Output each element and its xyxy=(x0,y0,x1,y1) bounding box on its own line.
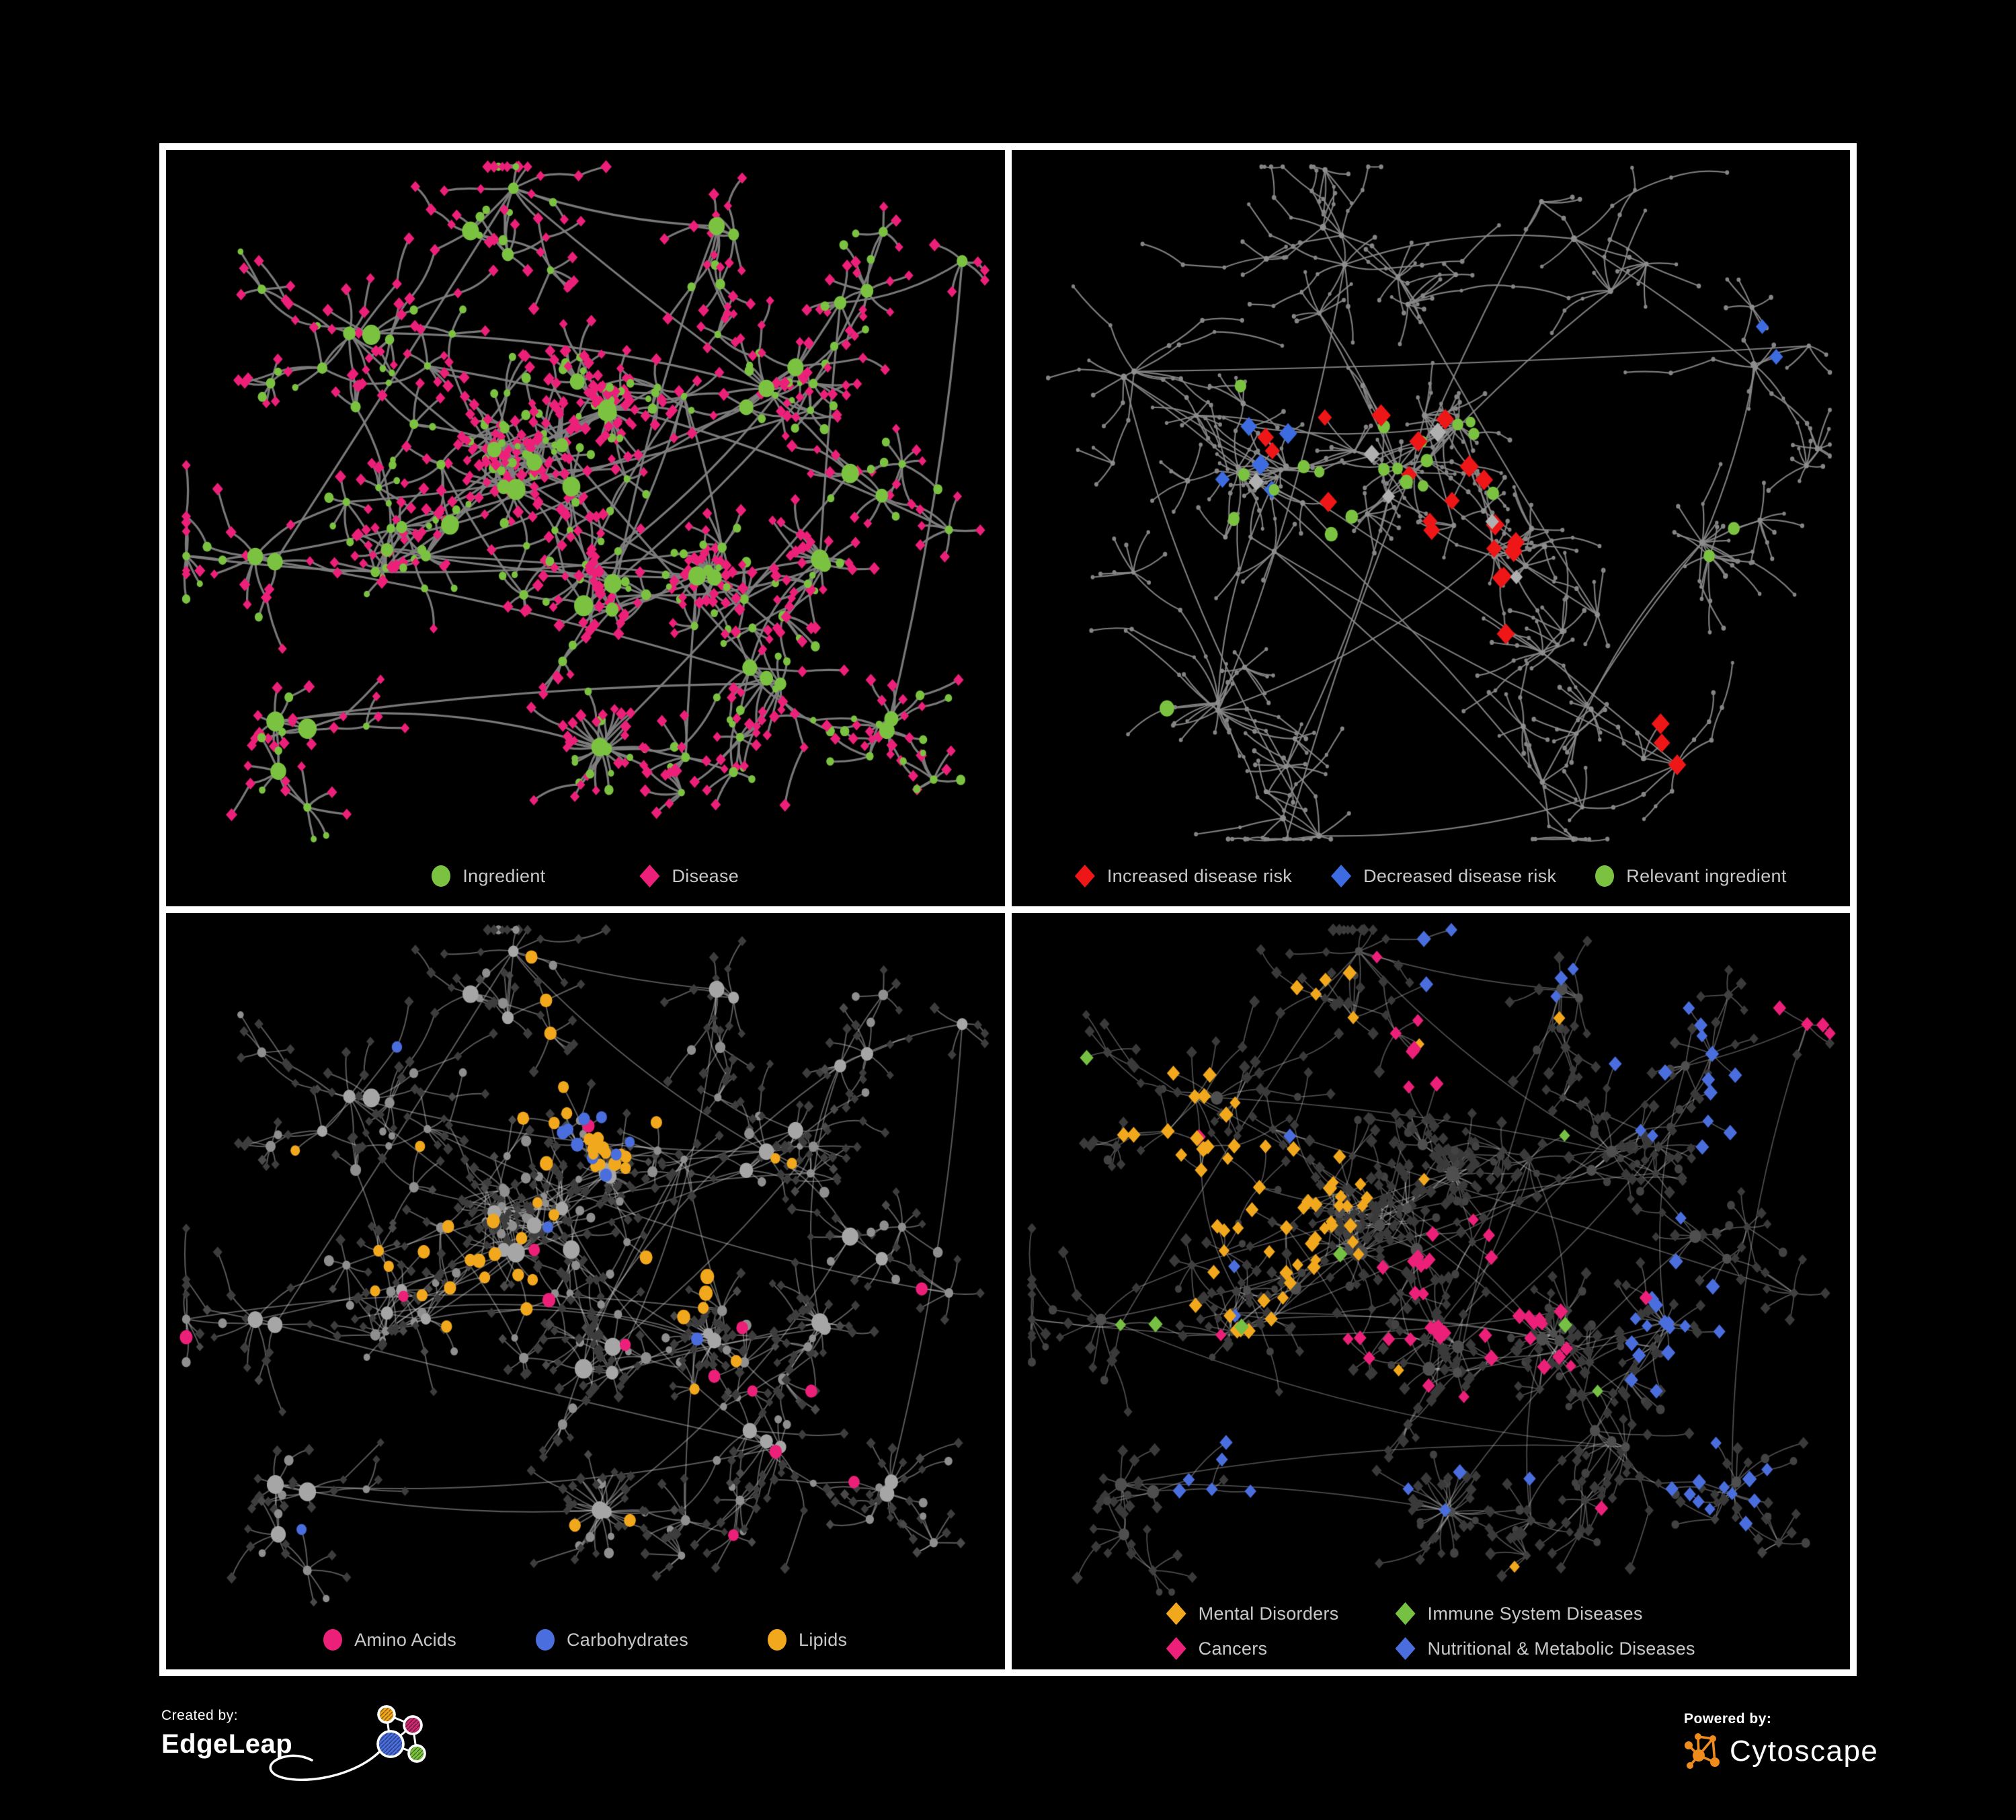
legend-label: Decreased disease risk xyxy=(1363,865,1557,886)
legend-item: Amino Acids xyxy=(323,1629,456,1651)
legend-label: Relevant ingredient xyxy=(1626,865,1787,886)
legend-label: Immune System Diseases xyxy=(1427,1603,1643,1624)
created-by-label: Created by: xyxy=(161,1708,239,1723)
panel-nutrient-classes: Amino Acids Carbohydrates Lipids xyxy=(166,913,1005,1669)
legend-item: Carbohydrates xyxy=(536,1629,688,1651)
network-canvas-disease-categories xyxy=(1011,913,1850,1669)
network-canvas-ingredient-disease xyxy=(166,150,1005,906)
legend-label: Ingredient xyxy=(462,865,546,886)
legend-label: Increased disease risk xyxy=(1106,865,1293,886)
cytoscape-logo-icon xyxy=(1685,1733,1720,1769)
legend-label: Amino Acids xyxy=(354,1629,456,1650)
edgeleap-brand-text: EdgeLeap xyxy=(161,1729,293,1759)
legend-item: Mental Disorders xyxy=(1166,1602,1339,1625)
legend-marker-diamond xyxy=(1395,1637,1416,1660)
legend-item: Cancers xyxy=(1166,1637,1339,1660)
powered-by-block: Powered by: xyxy=(1684,1711,1878,1772)
legend-nutrient-classes: Amino Acids Carbohydrates Lipids xyxy=(166,1629,1005,1651)
panel-grid: Ingredient Disease Increased disease risk… xyxy=(159,143,1857,1676)
powered-by-label: Powered by: xyxy=(1684,1711,1772,1727)
legend-item: Immune System Diseases xyxy=(1395,1602,1695,1625)
legend-item: Lipids xyxy=(768,1629,847,1651)
created-by-block: Created by: EdgeLeap xyxy=(161,1705,426,1782)
legend-item: Decreased disease risk xyxy=(1331,865,1556,887)
legend-marker-diamond xyxy=(1395,1602,1416,1625)
panel-ingredient-disease: Ingredient Disease xyxy=(166,150,1005,906)
legend-marker-circle xyxy=(1595,865,1615,887)
legend-marker-diamond xyxy=(1166,1602,1186,1625)
legend-item: Increased disease risk xyxy=(1074,865,1293,887)
legend-ingredient-disease: Ingredient Disease xyxy=(166,865,1005,887)
legend-item: Disease xyxy=(639,865,739,887)
legend-marker-circle xyxy=(768,1629,787,1651)
cytoscape-brand-text: Cytoscape xyxy=(1730,1735,1879,1768)
legend-label: Mental Disorders xyxy=(1198,1603,1339,1624)
legend-marker-circle xyxy=(432,865,451,887)
legend-marker-diamond xyxy=(639,865,660,887)
panel-disease-risk: Increased disease risk Decreased disease … xyxy=(1011,150,1851,906)
legend-item: Ingredient xyxy=(432,865,545,887)
legend-marker-diamond xyxy=(1074,865,1095,887)
network-canvas-disease-risk xyxy=(1011,150,1850,906)
legend-marker-circle xyxy=(323,1629,343,1651)
edgeleap-logo-icon xyxy=(269,1705,426,1782)
legend-label: Disease xyxy=(672,865,739,886)
legend-disease-risk: Increased disease risk Decreased disease … xyxy=(1012,865,1851,887)
legend-item: Relevant ingredient xyxy=(1595,865,1786,887)
legend-label: Carbohydrates xyxy=(567,1629,688,1650)
legend-marker-diamond xyxy=(1166,1637,1186,1660)
legend-marker-diamond xyxy=(1331,865,1352,887)
legend-label: Cancers xyxy=(1198,1638,1268,1659)
legend-label: Lipids xyxy=(799,1629,848,1650)
legend-item: Nutritional & Metabolic Diseases xyxy=(1395,1637,1695,1660)
legend-disease-categories: Mental Disorders Immune System Diseases Ca… xyxy=(1012,1602,1851,1660)
legend-marker-circle xyxy=(536,1629,555,1651)
panel-disease-categories: Mental Disorders Immune System Diseases Ca… xyxy=(1011,913,1851,1669)
legend-label: Nutritional & Metabolic Diseases xyxy=(1427,1638,1695,1659)
network-canvas-nutrient-classes xyxy=(166,913,1005,1669)
